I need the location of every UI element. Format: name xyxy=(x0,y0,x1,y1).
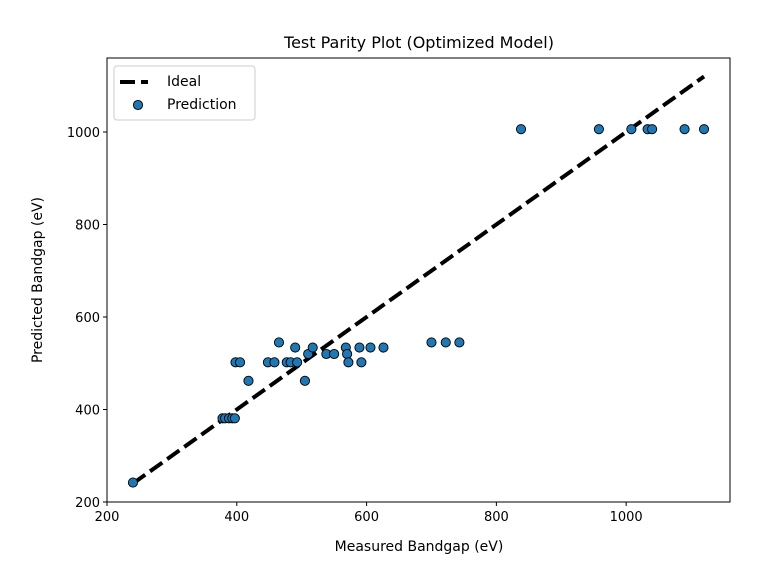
prediction-point xyxy=(269,357,280,368)
y-tick-label: 800 xyxy=(75,219,100,234)
ideal-line xyxy=(131,74,706,486)
x-tick-label: 600 xyxy=(354,510,379,525)
legend-prediction-label: Prediction xyxy=(167,97,237,113)
prediction-point xyxy=(292,357,303,368)
prediction-point xyxy=(626,124,637,135)
legend-ideal-label: Ideal xyxy=(167,74,201,90)
prediction-point xyxy=(426,337,437,348)
y-tick-label: 200 xyxy=(75,496,100,511)
x-tick-label: 400 xyxy=(224,510,249,525)
prediction-point xyxy=(698,124,710,135)
prediction-point xyxy=(243,375,254,386)
prediction-point xyxy=(593,124,604,135)
x-tick-label: 1000 xyxy=(610,510,643,525)
prediction-point xyxy=(342,348,353,360)
prediction-point xyxy=(299,375,310,386)
chart-title: Test Parity Plot (Optimized Model) xyxy=(283,33,554,52)
legend-box xyxy=(113,65,256,121)
prediction-point xyxy=(378,342,389,353)
y-tick-label: 400 xyxy=(75,404,100,419)
axes: 200 400 600 800 1000 200 400 600 800 1000 xyxy=(67,126,643,525)
x-tick-label: 800 xyxy=(484,510,509,525)
prediction-point xyxy=(273,337,285,348)
plot-area xyxy=(127,74,710,488)
prediction-point xyxy=(343,357,354,368)
legend: Ideal Prediction xyxy=(113,65,256,121)
prediction-point xyxy=(307,342,318,353)
prediction-point xyxy=(365,342,376,353)
y-axis-label: Predicted Bandgap (eV) xyxy=(30,197,46,363)
y-tick-label: 600 xyxy=(75,311,100,326)
prediction-point xyxy=(234,357,246,368)
prediction-point xyxy=(329,348,340,360)
prediction-point xyxy=(290,342,301,353)
prediction-point xyxy=(356,357,367,368)
prediction-point xyxy=(515,124,527,135)
legend-prediction-swatch xyxy=(132,99,144,111)
x-tick-label: 200 xyxy=(95,510,120,525)
prediction-point xyxy=(127,477,139,488)
plot-frame xyxy=(106,57,731,503)
prediction-point xyxy=(454,337,465,348)
prediction-point xyxy=(647,124,658,135)
y-tick-label: 1000 xyxy=(67,126,100,141)
prediction-point xyxy=(440,337,451,348)
x-axis-label: Measured Bandgap (eV) xyxy=(335,539,504,555)
prediction-point xyxy=(354,342,365,353)
prediction-point xyxy=(229,413,240,424)
prediction-point xyxy=(679,124,690,135)
